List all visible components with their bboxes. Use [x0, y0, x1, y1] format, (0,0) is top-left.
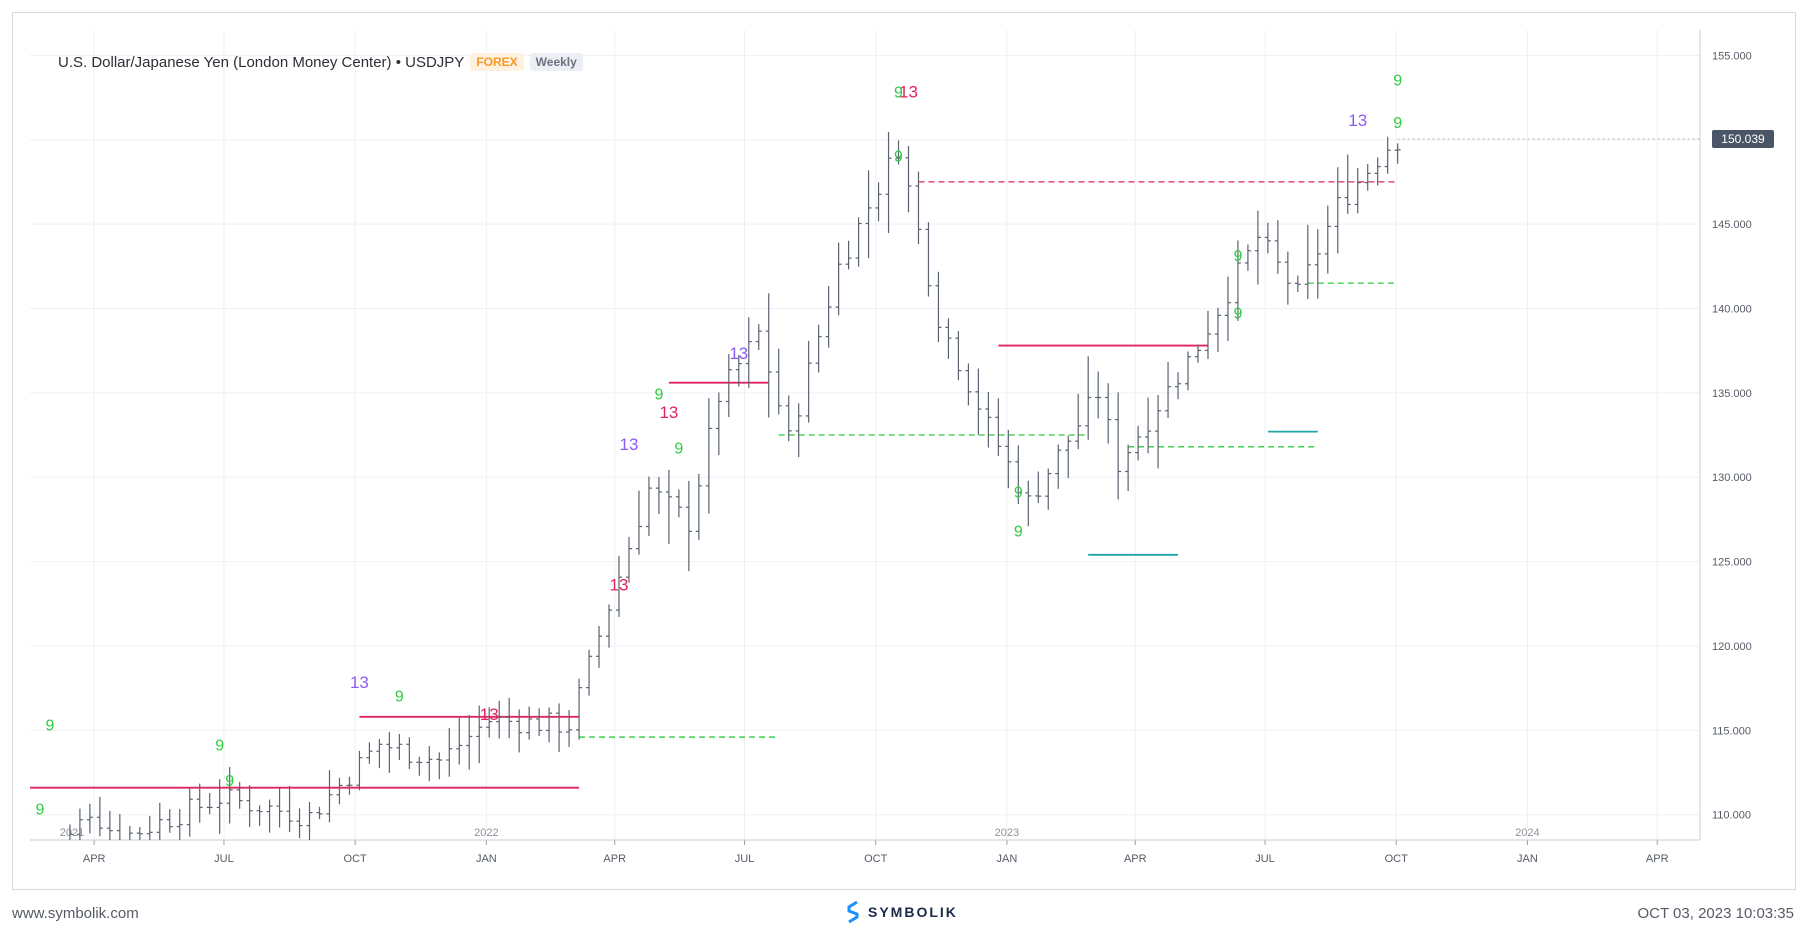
brand-logo: SYMBOLIK: [846, 900, 958, 924]
setup-count-label: 13: [620, 435, 639, 454]
chart-frame: [12, 12, 1796, 890]
x-tick-label: APR: [603, 853, 626, 865]
x-tick-label: OCT: [1385, 853, 1409, 865]
setup-count-label: 9: [1233, 306, 1242, 323]
x-tick-label: APR: [1124, 853, 1147, 865]
setup-count-label: 13: [1348, 111, 1367, 130]
y-tick-label: 115.000: [1712, 725, 1751, 737]
y-tick-label: 110.000: [1712, 810, 1751, 822]
y-tick-label: 130.000: [1712, 472, 1752, 484]
setup-count-label: 13: [659, 403, 678, 422]
setup-count-label: 9: [225, 773, 234, 790]
chart-header: U.S. Dollar/Japanese Yen (London Money C…: [58, 53, 583, 71]
setup-count-label: 13: [610, 575, 629, 594]
setup-count-label: 9: [46, 717, 55, 734]
setup-count-label: 9: [674, 441, 683, 458]
setup-count-label: 13: [899, 83, 918, 102]
x-tick-label: JAN: [476, 853, 497, 865]
x-tick-label: JUL: [1255, 853, 1275, 865]
setup-count-label: 9: [215, 738, 224, 755]
x-tick-label: OCT: [344, 853, 368, 865]
y-tick-label: 135.000: [1712, 388, 1752, 400]
setup-count-label: 13: [480, 705, 499, 724]
setup-count-label: 9: [395, 689, 404, 706]
y-tick-label: 140.000: [1712, 303, 1752, 315]
y-tick-label: 125.000: [1712, 557, 1752, 569]
x-tick-label: APR: [1646, 853, 1669, 865]
setup-count-label: 9: [1233, 248, 1242, 265]
x-tick-label: JUL: [735, 853, 755, 865]
y-tick-label: 155.000: [1712, 50, 1752, 62]
x-tick-label: JAN: [1517, 853, 1538, 865]
setup-count-label: 9: [894, 85, 903, 102]
setup-count-label: 9: [654, 387, 663, 404]
x-tick-label: JUL: [214, 853, 234, 865]
period-badge[interactable]: Weekly: [529, 53, 583, 71]
year-label: 2023: [995, 827, 1019, 839]
timestamp: OCT 03, 2023 10:03:35: [1637, 905, 1794, 922]
year-label: 2024: [1515, 827, 1539, 839]
market-badge: FOREX: [470, 53, 524, 71]
setup-count-label: 9: [1014, 484, 1023, 501]
y-tick-label: 145.000: [1712, 219, 1752, 231]
y-tick-label: 120.000: [1712, 641, 1752, 653]
setup-count-label: 9: [1393, 73, 1402, 90]
symbolik-logo-icon: [847, 900, 859, 924]
setup-count-label: 13: [729, 344, 748, 363]
last-price-marker: 150.039: [1712, 130, 1774, 149]
setup-count-label: 9: [1014, 523, 1023, 540]
year-label: 2022: [474, 827, 498, 839]
brand-name: SYMBOLIK: [868, 904, 958, 920]
x-tick-label: OCT: [864, 853, 888, 865]
website-link[interactable]: www.symbolik.com: [12, 905, 139, 922]
setup-count-label: 9: [36, 802, 45, 819]
setup-count-label: 13: [350, 673, 369, 692]
x-tick-label: APR: [83, 853, 106, 865]
setup-count-label: 9: [1393, 115, 1402, 132]
year-label: 2021: [60, 827, 84, 839]
x-tick-label: JAN: [997, 853, 1018, 865]
setup-count-label: 9: [894, 149, 903, 166]
chart-title: U.S. Dollar/Japanese Yen (London Money C…: [58, 53, 465, 71]
